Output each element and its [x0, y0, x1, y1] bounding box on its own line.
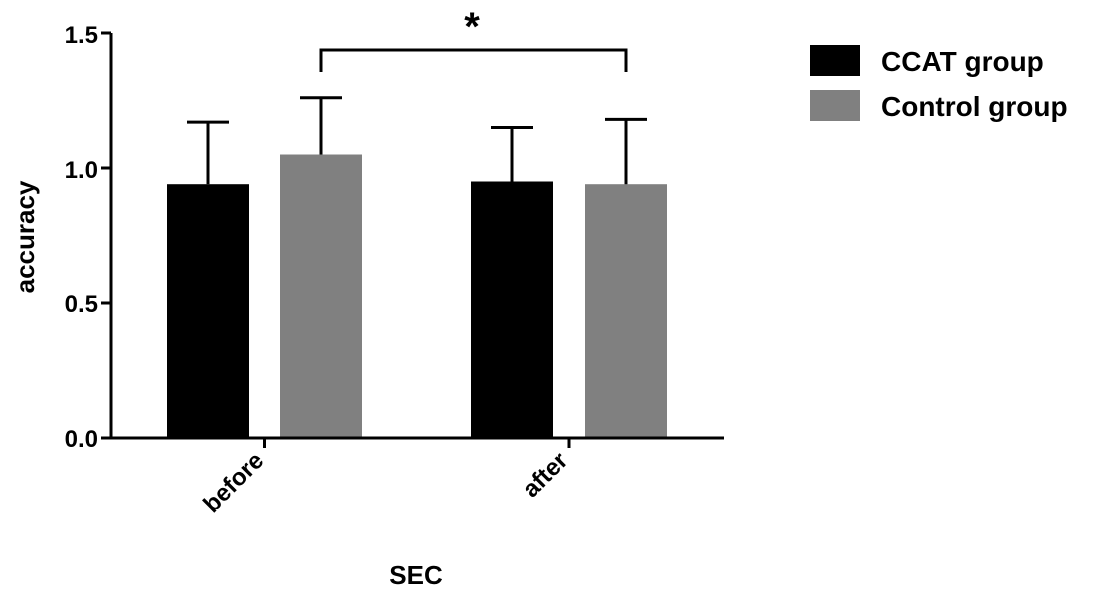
- y-tick-label: 1.5: [65, 22, 98, 49]
- x-tick-label: before: [198, 447, 269, 518]
- y-tick-label: 1.0: [65, 157, 98, 184]
- bar: [585, 184, 667, 438]
- legend-label-ccat: CCAT group: [881, 46, 1044, 77]
- y-axis-title: accuracy: [10, 180, 40, 293]
- bar: [280, 154, 362, 438]
- y-tick-label: 0.5: [65, 291, 98, 318]
- legend-swatch-control: [810, 90, 860, 121]
- y-tick-label: 0.0: [65, 426, 98, 453]
- legend-label-control: Control group: [881, 91, 1068, 122]
- bar: [471, 181, 553, 438]
- x-axis-title: SEC: [389, 560, 443, 590]
- x-tick-label: after: [517, 447, 573, 503]
- plot-area: [101, 31, 724, 448]
- significance-bracket: [319, 48, 628, 72]
- legend: CCAT group Control group: [810, 45, 1068, 122]
- significance-label: *: [464, 5, 480, 49]
- bar: [167, 184, 249, 438]
- legend-swatch-ccat: [810, 45, 860, 76]
